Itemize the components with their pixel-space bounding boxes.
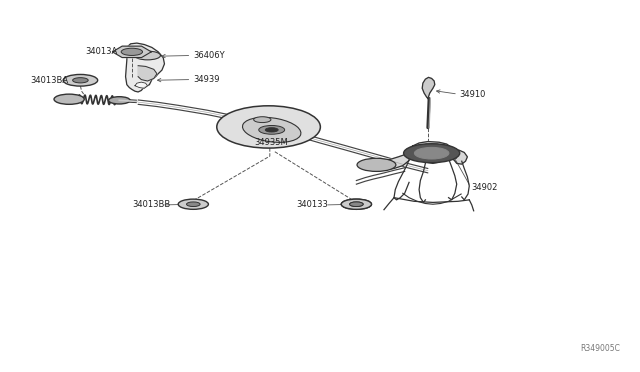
Ellipse shape	[265, 128, 278, 132]
Text: 34939: 34939	[193, 75, 220, 84]
Text: 340133: 340133	[296, 201, 328, 209]
Ellipse shape	[217, 106, 321, 148]
Text: 34013A: 34013A	[85, 46, 117, 55]
Ellipse shape	[414, 147, 449, 159]
Ellipse shape	[63, 74, 98, 86]
Polygon shape	[125, 43, 164, 92]
Ellipse shape	[341, 199, 371, 209]
Ellipse shape	[134, 51, 161, 60]
Polygon shape	[453, 150, 467, 164]
Text: 36406Y: 36406Y	[193, 51, 225, 60]
Ellipse shape	[341, 199, 371, 209]
Text: 34910: 34910	[460, 90, 486, 99]
Polygon shape	[113, 46, 151, 58]
Polygon shape	[376, 153, 409, 170]
Text: 34013BA: 34013BA	[30, 76, 68, 85]
Ellipse shape	[178, 199, 209, 209]
Polygon shape	[409, 141, 453, 163]
Text: 34013BB: 34013BB	[132, 201, 170, 209]
Polygon shape	[135, 82, 148, 88]
Text: 34935M: 34935M	[254, 138, 288, 147]
Ellipse shape	[259, 125, 285, 134]
Ellipse shape	[121, 48, 143, 55]
Text: R349005C: R349005C	[580, 344, 620, 353]
Ellipse shape	[109, 97, 130, 104]
Ellipse shape	[253, 117, 271, 122]
Polygon shape	[422, 77, 435, 99]
Ellipse shape	[357, 158, 396, 171]
Ellipse shape	[349, 202, 363, 206]
Ellipse shape	[243, 117, 301, 142]
Text: 34902: 34902	[472, 183, 498, 192]
Ellipse shape	[73, 78, 88, 83]
Ellipse shape	[186, 202, 200, 206]
Polygon shape	[138, 66, 157, 81]
Ellipse shape	[54, 94, 84, 104]
Ellipse shape	[349, 202, 363, 206]
Ellipse shape	[404, 144, 460, 163]
